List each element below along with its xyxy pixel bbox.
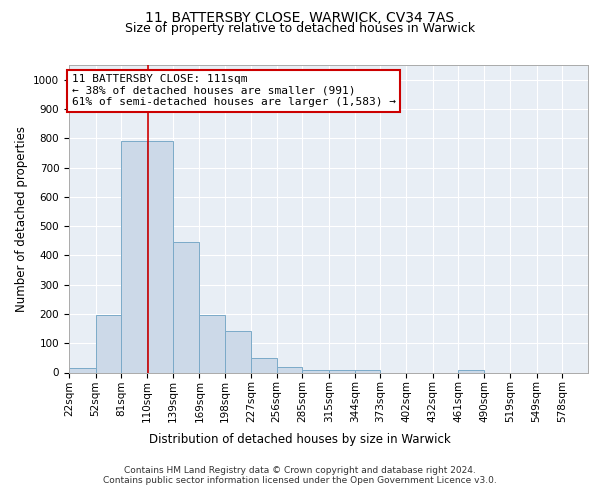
Text: 11, BATTERSBY CLOSE, WARWICK, CV34 7AS: 11, BATTERSBY CLOSE, WARWICK, CV34 7AS [145, 11, 455, 25]
Bar [95, 315, 121, 372]
Bar [302, 370, 329, 372]
Bar [329, 370, 355, 372]
Text: Size of property relative to detached houses in Warwick: Size of property relative to detached ho… [125, 22, 475, 35]
Bar [277, 367, 302, 372]
Bar [121, 141, 147, 372]
Bar [355, 370, 380, 372]
Y-axis label: Number of detached properties: Number of detached properties [14, 126, 28, 312]
Bar [69, 368, 95, 372]
Bar [251, 358, 277, 372]
Bar [199, 314, 225, 372]
Text: Contains HM Land Registry data © Crown copyright and database right 2024.
Contai: Contains HM Land Registry data © Crown c… [103, 466, 497, 485]
Bar [173, 242, 199, 372]
Bar [147, 141, 173, 372]
Text: 11 BATTERSBY CLOSE: 111sqm
← 38% of detached houses are smaller (991)
61% of sem: 11 BATTERSBY CLOSE: 111sqm ← 38% of deta… [71, 74, 395, 108]
Bar [225, 330, 251, 372]
Text: Distribution of detached houses by size in Warwick: Distribution of detached houses by size … [149, 432, 451, 446]
Bar [458, 370, 484, 372]
